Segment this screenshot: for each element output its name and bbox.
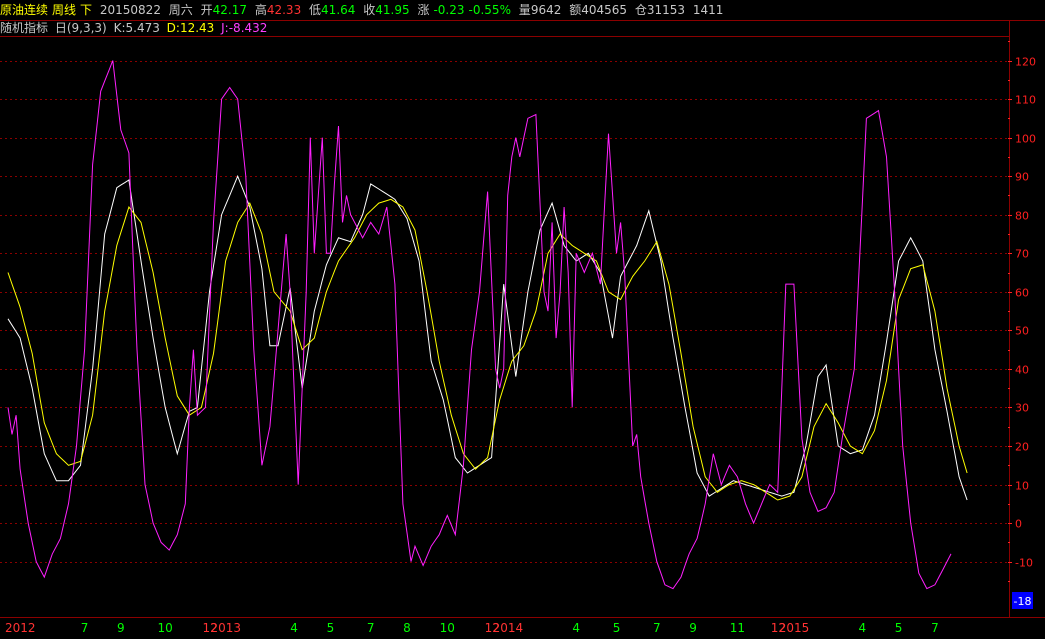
close-value: 41.95 xyxy=(375,3,410,17)
j-value: J:-8.432 xyxy=(221,21,268,35)
y-tick-label: 10 xyxy=(1015,480,1029,493)
x-tick-label: 9 xyxy=(117,621,125,635)
change-pct-value: -0.55% xyxy=(468,3,511,17)
y-tick-label: 20 xyxy=(1015,441,1029,454)
y-tick-label: 110 xyxy=(1015,94,1036,107)
amount-value: 404565 xyxy=(581,3,628,17)
high-value: 42.33 xyxy=(266,3,302,17)
x-tick-label: 2014 xyxy=(493,621,524,635)
x-tick-label: 5 xyxy=(613,621,621,635)
volume-label: 量 xyxy=(518,3,531,17)
x-tick-label: 7 xyxy=(81,621,89,635)
high-label: 高 xyxy=(254,3,267,17)
oi-value: 31153 xyxy=(646,3,686,17)
y-tick-label: 120 xyxy=(1015,56,1036,69)
extra-value: 1411 xyxy=(692,3,724,17)
change-value: -0.23 xyxy=(433,3,465,17)
k-value: K:5.473 xyxy=(113,21,160,35)
volume-value: 9642 xyxy=(530,3,562,17)
y-tick-label: 50 xyxy=(1015,325,1029,338)
y-tick-label: 90 xyxy=(1015,171,1029,184)
y-tick-label: -10 xyxy=(1015,557,1033,570)
indicator-header: 随机指标 日(9,3,3) K:5.473 D:12.43 J:-8.432 xyxy=(0,20,1010,36)
indicator-params[interactable]: 日(9,3,3) xyxy=(54,21,107,35)
x-tick-label: 7 xyxy=(367,621,375,635)
x-tick-label: 2012 xyxy=(5,621,36,635)
series-line-d xyxy=(7,198,968,501)
y-tick-label: 80 xyxy=(1015,210,1029,223)
chart-grid xyxy=(0,61,1008,563)
x-tick-label: 11 xyxy=(730,621,745,635)
symbol-title[interactable]: 原油连续 xyxy=(0,3,49,17)
y-tick-label: 100 xyxy=(1015,133,1036,146)
open-value: 42.17 xyxy=(212,3,247,17)
change-label: 涨 xyxy=(417,3,430,17)
x-tick-label: 7 xyxy=(931,621,939,635)
weekday-value: 周六 xyxy=(168,3,193,17)
x-tick-label: 4 xyxy=(290,621,298,635)
x-tick-label: 7 xyxy=(653,621,661,635)
y-tick-label: 30 xyxy=(1015,402,1029,415)
y-tick-label: 70 xyxy=(1015,248,1029,261)
period-label[interactable]: 周线 xyxy=(52,3,77,17)
indicator-lines xyxy=(7,60,968,590)
indicator-name[interactable]: 随机指标 xyxy=(0,21,49,35)
x-tick-label: 5 xyxy=(895,621,903,635)
x-tick-label: 2013 xyxy=(211,621,242,635)
x-tick-label: 5 xyxy=(327,621,335,635)
d-value: D:12.43 xyxy=(166,21,215,35)
quote-header: 原油连续 周线下 20150822 周六 开42.17 高42.33 低41.64… xyxy=(0,0,1045,20)
low-label: 低 xyxy=(309,3,322,17)
x-tick-label: 12 xyxy=(485,621,500,635)
low-value: 41.64 xyxy=(321,3,356,17)
y-tick-label: 60 xyxy=(1015,287,1029,300)
x-tick-label: 10 xyxy=(440,621,455,635)
open-label: 开 xyxy=(200,3,213,17)
series-line-k xyxy=(7,174,968,501)
x-tick-label: 12 xyxy=(202,621,217,635)
series-line-j xyxy=(7,60,952,590)
x-tick-label: 4 xyxy=(859,621,867,635)
x-tick-label: 9 xyxy=(689,621,697,635)
close-label: 收 xyxy=(363,3,376,17)
y-tick-label: 40 xyxy=(1015,364,1029,377)
y-tick-label: 0 xyxy=(1015,518,1022,531)
x-tick-label: 12 xyxy=(771,621,786,635)
direction-label: 下 xyxy=(80,3,93,17)
chart-frame xyxy=(0,20,1045,618)
x-tick-label: 10 xyxy=(158,621,173,635)
current-value-marker: -18 xyxy=(1012,592,1033,609)
x-tick-label: 2015 xyxy=(779,621,810,635)
x-tick-label: 8 xyxy=(403,621,411,635)
current-value-box xyxy=(1012,592,1033,609)
date-value: 20150822 xyxy=(99,3,161,17)
oi-label: 仓 xyxy=(634,3,647,17)
current-value-text: -18 xyxy=(1014,595,1032,608)
x-tick-label: 4 xyxy=(572,621,580,635)
amount-label: 额 xyxy=(569,3,582,17)
